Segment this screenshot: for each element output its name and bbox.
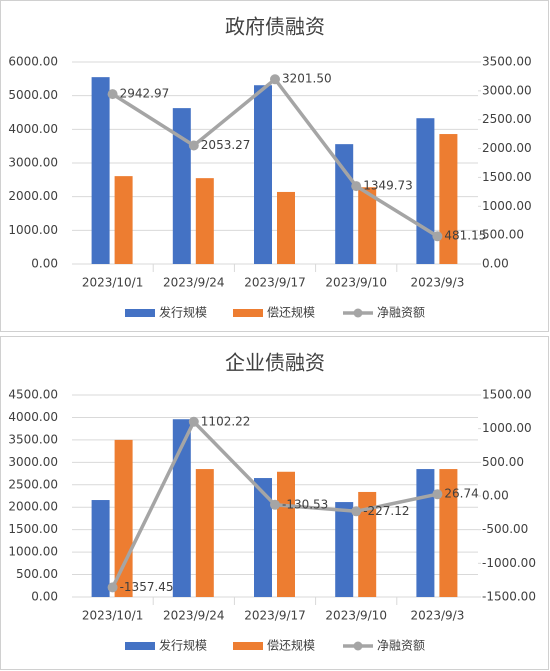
line-point: [270, 74, 280, 85]
data-label: -227.12: [363, 504, 409, 518]
legend-swatch: [353, 308, 363, 318]
y-tick-label: 4000.00: [8, 410, 58, 424]
y2-tick-label: -1500.00: [482, 590, 536, 604]
x-tick-label: 2023/9/24: [163, 276, 225, 290]
y-tick-label: 4000.00: [8, 122, 58, 136]
y2-tick-label: 2500.00: [482, 112, 532, 126]
line-point: [107, 89, 118, 100]
data-label: -130.53: [282, 497, 328, 511]
y-tick-label: 2500.00: [8, 477, 58, 491]
y-tick-label: 500.00: [16, 567, 58, 581]
x-tick-label: 2023/10/1: [82, 609, 144, 623]
bar: [439, 469, 458, 597]
legend-label: 偿还规模: [267, 638, 315, 653]
y-tick-label: 4500.00: [8, 388, 58, 402]
bar: [358, 187, 377, 264]
line-point: [270, 499, 280, 510]
bar: [358, 491, 377, 597]
chart-title: 企业债融资: [225, 351, 325, 375]
x-tick-label: 2023/9/3: [410, 609, 464, 623]
y2-tick-label: 1500.00: [482, 388, 532, 402]
y2-tick-label: 3500.00: [482, 55, 532, 69]
legend-label: 偿还规模: [267, 305, 315, 320]
bar: [277, 471, 295, 597]
legend-swatch: [125, 309, 155, 317]
y-tick-label: 5000.00: [8, 88, 58, 102]
legend-swatch: [353, 641, 363, 651]
x-tick-label: 2023/10/1: [82, 276, 144, 290]
y2-tick-label: 3000.00: [482, 83, 532, 97]
y2-tick-label: 0.00: [482, 257, 509, 271]
bar: [172, 419, 191, 597]
y-tick-label: 6000.00: [8, 55, 58, 69]
data-label: 1349.73: [363, 179, 413, 193]
data-label: 481.15: [444, 229, 486, 243]
y-tick-label: 1500.00: [8, 522, 58, 536]
y-tick-label: 3000.00: [8, 156, 58, 170]
legend-label: 发行规模: [159, 305, 207, 320]
x-tick-label: 2023/9/17: [244, 276, 306, 290]
data-label: 2053.27: [201, 138, 251, 152]
bar: [439, 134, 458, 264]
y2-tick-label: -500.00: [482, 522, 528, 536]
line-point: [188, 416, 199, 427]
bar: [172, 108, 191, 264]
line-point: [432, 231, 443, 242]
legend-label: 净融资额: [377, 639, 425, 653]
bar: [195, 178, 214, 264]
line-point: [351, 181, 362, 192]
bar: [416, 469, 435, 597]
y2-tick-label: 1000.00: [482, 199, 532, 213]
y-tick-label: 0.00: [31, 590, 58, 604]
y-tick-label: 1000.00: [8, 223, 58, 237]
line-point: [188, 140, 199, 151]
bar: [254, 85, 272, 264]
line-point: [432, 489, 443, 500]
data-label: 3201.50: [282, 72, 332, 86]
bar: [91, 500, 110, 597]
x-tick-label: 2023/9/3: [410, 276, 464, 290]
y-tick-label: 1000.00: [8, 545, 58, 559]
legend-swatch: [233, 309, 263, 317]
data-label: 26.74: [444, 487, 478, 501]
legend-label: 净融资额: [377, 306, 425, 320]
bar: [91, 77, 110, 265]
y2-tick-label: 1000.00: [482, 421, 532, 435]
y-tick-label: 0.00: [31, 257, 58, 271]
line-point: [107, 582, 118, 593]
x-tick-label: 2023/9/17: [244, 609, 306, 623]
data-label: 1102.22: [201, 414, 251, 428]
bar: [114, 176, 133, 264]
bar: [277, 191, 295, 264]
bar: [335, 502, 354, 597]
y2-tick-label: 2000.00: [482, 141, 532, 155]
y2-tick-label: -1000.00: [482, 556, 536, 570]
x-tick-label: 2023/9/10: [325, 609, 387, 623]
line-point: [351, 506, 362, 517]
y-tick-label: 2000.00: [8, 500, 58, 514]
legend-label: 发行规模: [159, 638, 207, 653]
y2-tick-label: 500.00: [482, 455, 524, 469]
data-label: 2942.97: [120, 87, 170, 101]
bar: [416, 118, 435, 265]
bar: [114, 439, 133, 597]
bar: [254, 478, 272, 597]
y-tick-label: 3000.00: [8, 455, 58, 469]
y2-tick-label: 500.00: [482, 228, 524, 242]
chart-title: 政府债融资: [225, 15, 325, 39]
bar: [195, 469, 214, 597]
y2-tick-label: 1500.00: [482, 170, 532, 184]
x-tick-label: 2023/9/24: [163, 609, 225, 623]
x-tick-label: 2023/9/10: [325, 276, 387, 290]
legend-swatch: [233, 642, 263, 650]
y-tick-label: 3500.00: [8, 432, 58, 446]
data-label: -1357.45: [120, 580, 174, 594]
y-tick-label: 2000.00: [8, 189, 58, 203]
y2-tick-label: 0.00: [482, 489, 509, 503]
legend-swatch: [125, 642, 155, 650]
